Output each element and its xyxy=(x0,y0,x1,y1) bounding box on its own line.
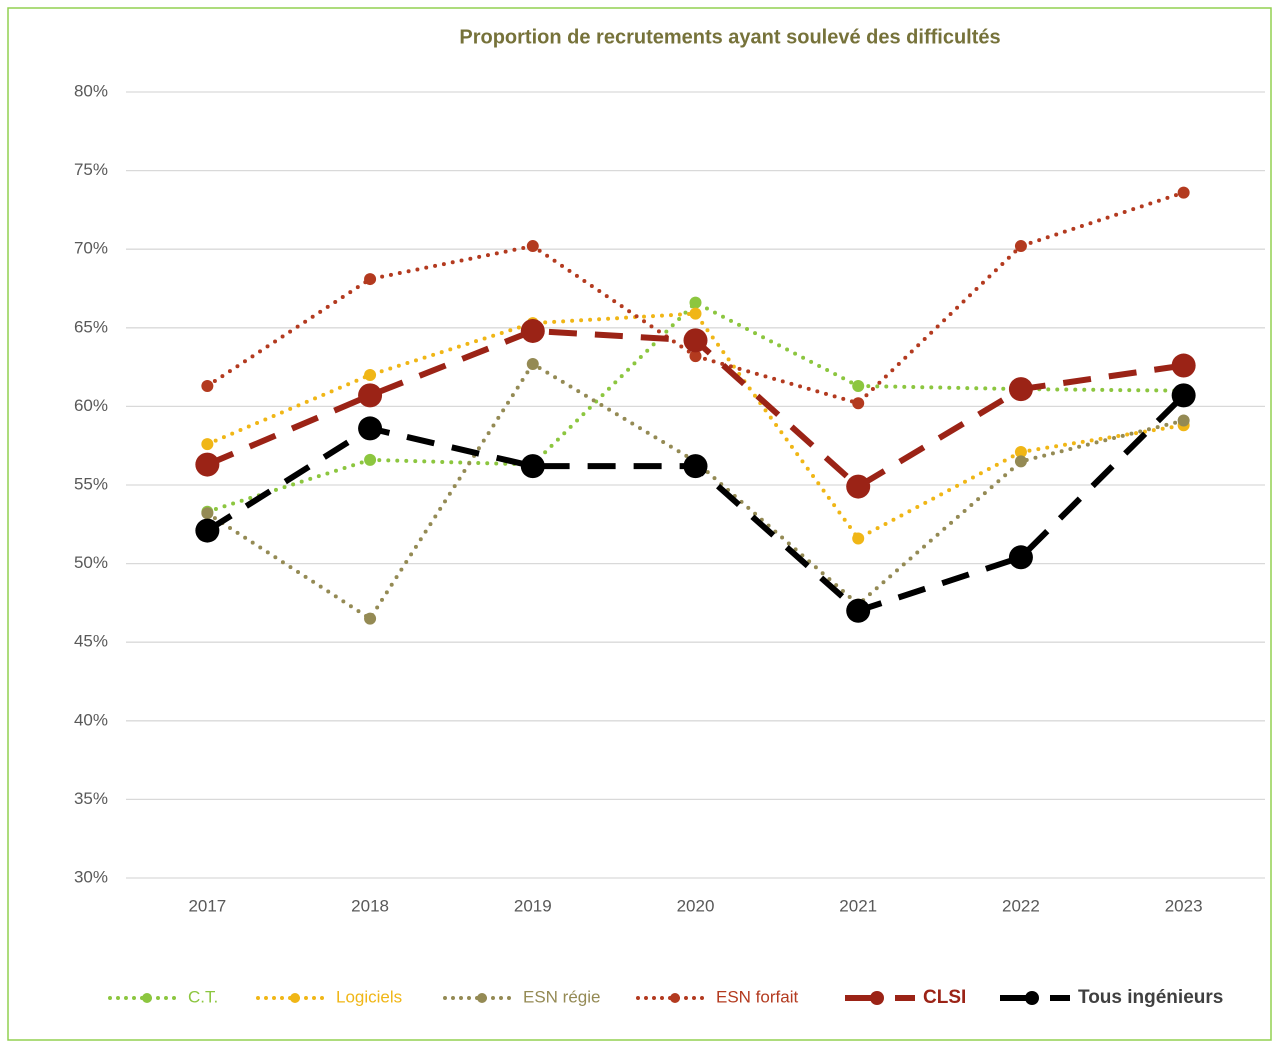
data-point xyxy=(1014,445,1027,458)
legend-item: CLSI xyxy=(845,987,966,1008)
legend-item: ESN régie xyxy=(443,987,600,1006)
legend-label: Logiciels xyxy=(336,987,402,1006)
y-tick-label: 55% xyxy=(74,474,108,493)
y-tick-label: 45% xyxy=(74,632,108,651)
data-point xyxy=(201,379,214,392)
data-point xyxy=(689,350,702,363)
legend-marker xyxy=(477,993,487,1003)
y-tick-label: 75% xyxy=(74,160,108,179)
data-point xyxy=(1014,455,1027,468)
legend-marker xyxy=(870,991,884,1005)
y-tick-label: 80% xyxy=(74,81,108,100)
data-point xyxy=(683,328,708,353)
data-point xyxy=(1171,353,1196,378)
legend-item: Logiciels xyxy=(256,987,402,1006)
legend-label: C.T. xyxy=(188,987,218,1006)
legend-marker xyxy=(670,993,680,1003)
y-tick-label: 40% xyxy=(74,710,108,729)
y-tick-label: 70% xyxy=(74,239,108,258)
data-point xyxy=(520,454,545,479)
y-tick-label: 50% xyxy=(74,553,108,572)
legend-label: Tous ingénieurs xyxy=(1078,987,1223,1008)
y-tick-label: 30% xyxy=(74,867,108,886)
legend-label: ESN forfait xyxy=(716,987,798,1006)
data-point xyxy=(1008,377,1033,402)
legend-marker xyxy=(142,993,152,1003)
legend-marker xyxy=(1025,991,1039,1005)
x-tick-label: 2017 xyxy=(188,896,226,915)
data-point xyxy=(364,612,377,625)
legend-marker xyxy=(290,993,300,1003)
data-point xyxy=(195,518,220,543)
data-point xyxy=(846,474,871,499)
data-point xyxy=(1008,545,1033,570)
data-point xyxy=(358,383,383,408)
data-point xyxy=(364,368,377,381)
legend-label: ESN régie xyxy=(523,987,600,1006)
legend-label: CLSI xyxy=(923,987,966,1008)
x-tick-label: 2021 xyxy=(839,896,877,915)
data-point xyxy=(520,318,545,343)
data-point xyxy=(852,532,865,545)
data-point xyxy=(1177,186,1190,199)
x-tick-label: 2018 xyxy=(351,896,389,915)
chart-title: Proportion de recrutements ayant soulevé… xyxy=(459,26,1000,48)
x-tick-label: 2022 xyxy=(1002,896,1040,915)
x-tick-label: 2023 xyxy=(1165,896,1203,915)
data-point xyxy=(358,416,383,441)
y-tick-label: 35% xyxy=(74,789,108,808)
legend-item: Tous ingénieurs xyxy=(1000,987,1223,1008)
x-tick-label: 2019 xyxy=(514,896,552,915)
data-point xyxy=(852,379,865,392)
data-point xyxy=(526,357,539,370)
data-point xyxy=(195,452,220,477)
data-point xyxy=(526,240,539,253)
data-point xyxy=(689,296,702,309)
data-point xyxy=(683,454,708,479)
data-point xyxy=(201,507,214,520)
data-point xyxy=(689,307,702,320)
legend-item: C.T. xyxy=(108,987,218,1006)
x-tick-label: 2020 xyxy=(677,896,715,915)
data-point xyxy=(1014,240,1027,253)
y-tick-label: 60% xyxy=(74,396,108,415)
data-point xyxy=(846,598,871,623)
y-tick-label: 65% xyxy=(74,317,108,336)
data-point xyxy=(1177,414,1190,427)
data-point xyxy=(201,438,214,451)
data-point xyxy=(364,273,377,286)
data-point xyxy=(852,397,865,410)
data-point xyxy=(1171,383,1196,408)
legend-item: ESN forfait xyxy=(636,987,798,1006)
data-point xyxy=(364,453,377,466)
